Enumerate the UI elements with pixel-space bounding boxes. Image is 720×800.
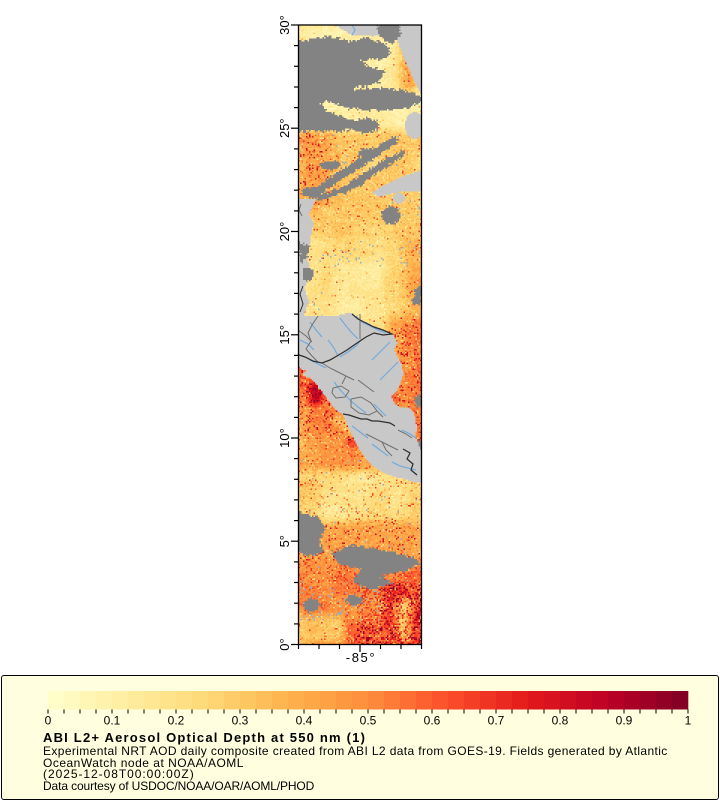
svg-text:5°: 5° (277, 535, 292, 547)
svg-text:0.1: 0.1 (104, 714, 121, 728)
svg-text:0.4: 0.4 (296, 714, 313, 728)
svg-text:0.7: 0.7 (488, 714, 505, 728)
svg-text:0.5: 0.5 (360, 714, 377, 728)
svg-text:0.2: 0.2 (168, 714, 185, 728)
svg-text:0.8: 0.8 (552, 714, 569, 728)
svg-text:25°: 25° (277, 118, 292, 138)
svg-text:0°: 0° (277, 638, 292, 650)
svg-text:30°: 30° (277, 15, 292, 35)
svg-text:20°: 20° (277, 222, 292, 242)
svg-text:10°: 10° (277, 428, 292, 448)
svg-text:0.6: 0.6 (424, 714, 441, 728)
svg-text:0: 0 (45, 714, 52, 728)
svg-text:1: 1 (685, 714, 692, 728)
svg-text:0.3: 0.3 (232, 714, 249, 728)
svg-text:15°: 15° (277, 325, 292, 345)
svg-text:0.9: 0.9 (616, 714, 633, 728)
svg-text:-85°: -85° (346, 650, 376, 665)
